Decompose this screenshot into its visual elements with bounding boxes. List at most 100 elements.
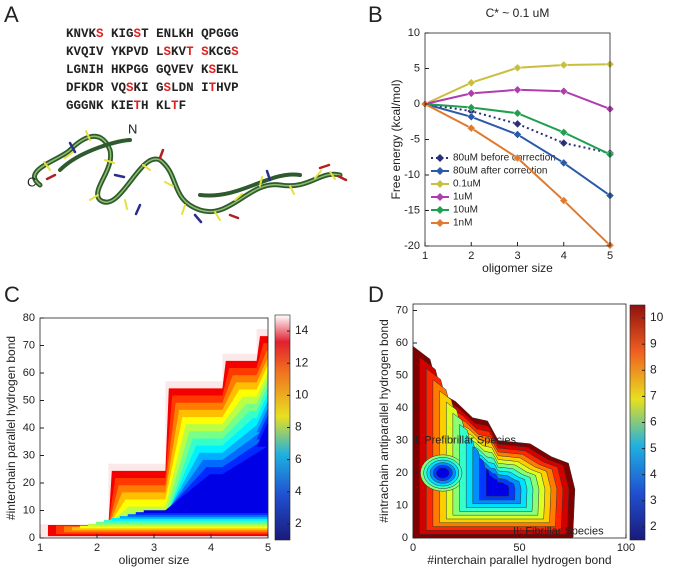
y-tick-label: 0 (402, 532, 408, 544)
legend-marker (436, 154, 444, 162)
residue-segment: LDN I (171, 81, 209, 95)
point-marker (513, 153, 522, 163)
point-marker (559, 158, 569, 168)
point-marker (466, 88, 476, 98)
residue-segment: HVP (216, 81, 239, 95)
colorbar-tick-label: 4 (295, 484, 302, 498)
legend-marker (436, 180, 444, 188)
y-tick-label: 50 (23, 394, 35, 406)
y-tick-label: -5 (410, 133, 420, 145)
legend-label: 10uM (453, 205, 478, 216)
y-tick-label: 50 (396, 369, 408, 381)
residue-segment: T (134, 99, 142, 113)
x-tick-label: 4 (561, 250, 567, 262)
residue-segment: GGGNK KIE (66, 99, 134, 113)
structure-label: N (128, 121, 137, 136)
y-tick-label: -10 (404, 169, 420, 181)
residue-segment: S (201, 45, 209, 59)
y-tick-label: 10 (396, 499, 408, 511)
x-tick-label: 3 (151, 542, 157, 554)
residue-segment: KI G (134, 81, 164, 95)
colorbar-tick-label: 9 (650, 336, 657, 350)
contour-band (436, 467, 450, 479)
colorbar-tick-label: 2 (295, 516, 302, 530)
point-marker (466, 78, 476, 88)
annotation: I: Prefibrillar Species (415, 434, 516, 446)
point-marker (466, 103, 476, 112)
residue-segment: KCG (209, 45, 232, 59)
contour-field (40, 329, 269, 538)
y-tick-label: 60 (23, 367, 35, 379)
x-tick-label: 50 (513, 542, 525, 554)
legend-marker (436, 167, 444, 175)
series-line (424, 103, 611, 154)
residue-segment: T ENLKH QPGGG (141, 27, 239, 41)
panel-label: C (4, 282, 20, 307)
x-tick-label: 100 (617, 542, 635, 554)
y-tick-label: 10 (408, 27, 420, 39)
y-tick-label: 30 (23, 449, 35, 461)
colorbar-tick-label: 7 (650, 389, 657, 403)
point-marker (559, 60, 569, 70)
x-axis-label: oligomer size (482, 261, 553, 275)
colorbar-tick-label: 2 (650, 519, 657, 533)
annotation: II: Fibrillar Species (513, 525, 604, 537)
legend-marker (436, 219, 444, 227)
residue-segment: KNVK (66, 27, 97, 41)
sequence-row: GGGNK KIETH KLTF (66, 99, 186, 113)
point-marker (559, 138, 569, 148)
y-tick-label: -15 (404, 204, 420, 216)
x-tick-label: 2 (468, 250, 474, 262)
x-tick-label: 0 (410, 542, 416, 554)
residue-segment: KV (171, 45, 187, 59)
y-tick-label: 20 (23, 477, 35, 489)
y-tick-label: 40 (23, 422, 35, 434)
structure-label: C (27, 174, 36, 189)
point-marker (559, 128, 569, 137)
sequence-row: KNVKS KIGST ENLKH QPGGG (66, 27, 239, 41)
x-tick-label: 5 (265, 542, 271, 554)
residue-segment: DFKDR VQ (66, 81, 127, 95)
residue-segment: F (179, 99, 187, 113)
legend-label: 1nM (453, 218, 472, 229)
legend-label: 1uM (453, 192, 472, 203)
chart-title: C* ~ 0.1 uM (486, 6, 550, 20)
residue-segment: S (126, 81, 134, 95)
y-tick-label: 20 (396, 467, 408, 479)
y-tick-label: 5 (414, 62, 420, 74)
residue-segment: H KL (141, 99, 171, 113)
sequence-row: LGNIH HKPGG GQVEV KSEKL (66, 63, 239, 77)
x-axis-label: #interchain parallel hydrogen bond (427, 553, 611, 567)
residue-segment (194, 45, 202, 59)
y-tick-label: 60 (396, 337, 408, 349)
residue-segment: S (96, 27, 104, 41)
point-marker (513, 85, 522, 95)
y-tick-label: 30 (396, 434, 408, 446)
x-tick-label: 2 (94, 542, 100, 554)
y-tick-label: 10 (23, 504, 35, 516)
legend-marker (436, 193, 444, 201)
colorbar-tick-label: 8 (650, 362, 657, 376)
x-tick-label: 1 (422, 250, 428, 262)
sequence-row: DFKDR VQSKI GSLDN ITHVP (66, 81, 239, 95)
panel-label: D (368, 282, 384, 307)
contour-field (412, 345, 576, 539)
panel-label: B (368, 2, 383, 27)
colorbar-tick-label: 14 (295, 323, 309, 337)
residue-segment: S (134, 27, 142, 41)
point-marker (513, 63, 522, 73)
residue-segment: KVQIV YKPVD L (66, 45, 164, 59)
residue-segment: LGNIH HKPGG GQVEV K (66, 63, 209, 77)
residue-segment: S (209, 63, 217, 77)
y-tick-label: 70 (396, 304, 408, 316)
point-marker (513, 108, 522, 118)
contour-band (485, 468, 510, 497)
y-tick-label: 0 (29, 532, 35, 544)
residue-segment: S (164, 45, 172, 59)
y-axis-label: Free energy (kcal/mol) (389, 79, 403, 199)
residue-segment: S (231, 45, 239, 59)
residue-segment: T (186, 45, 194, 59)
residue-segment: S (164, 81, 172, 95)
colorbar-tick-label: 8 (295, 420, 302, 434)
